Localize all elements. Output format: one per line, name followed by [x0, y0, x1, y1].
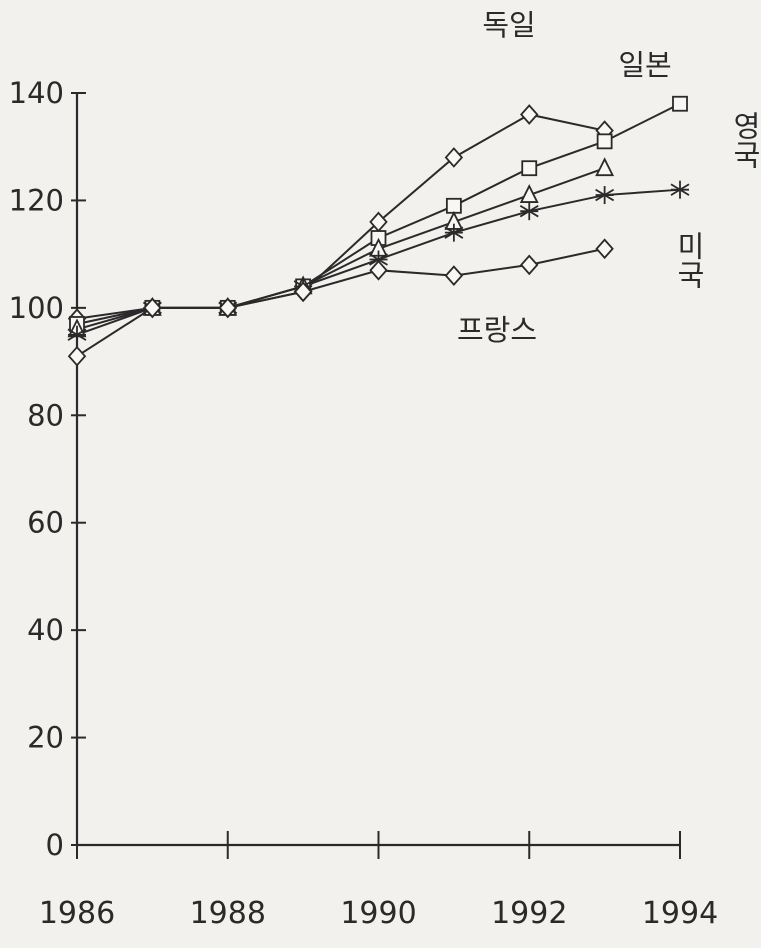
- series-label: 프랑스: [457, 313, 537, 347]
- x-tick-label: 1992: [491, 896, 567, 931]
- y-tick-label: 140: [9, 76, 64, 110]
- diamond-marker: [218, 297, 237, 319]
- diamond-marker: [520, 254, 539, 276]
- x-tick-label: 1988: [190, 896, 266, 931]
- series-label: 영국: [728, 111, 761, 169]
- y-tick-label: 40: [27, 613, 64, 647]
- series-markers: [67, 95, 690, 367]
- y-tick-label: 0: [46, 828, 64, 862]
- square-marker: [672, 95, 688, 112]
- diamond-marker: [444, 265, 464, 286]
- diamond-marker: [520, 104, 539, 125]
- y-tick-label: 20: [27, 721, 64, 755]
- y-tick-label: 80: [27, 398, 64, 432]
- series-line: [76, 247, 605, 358]
- y-tick-label: 120: [9, 183, 64, 217]
- diamond-marker: [143, 297, 162, 319]
- series-label: 독일: [482, 8, 535, 42]
- star-marker: [595, 186, 615, 205]
- y-tick-label: 60: [27, 506, 64, 540]
- triangle-marker: [519, 184, 539, 203]
- star-marker: [444, 223, 464, 242]
- star-marker: [670, 180, 690, 199]
- x-tick-label: 1986: [39, 896, 115, 931]
- star-marker: [519, 202, 539, 221]
- series-line: [76, 113, 605, 320]
- triangle-marker: [595, 157, 615, 177]
- square-marker: [596, 133, 613, 150]
- series-label: 미국: [672, 231, 706, 289]
- star-marker: [67, 325, 87, 344]
- diamond-marker: [595, 238, 614, 260]
- square-marker: [521, 160, 538, 177]
- axes: 0 20 40 60 80 100 120 140 1986 1988 1990 1992 1994: [9, 76, 719, 931]
- y-tick-label: 100: [9, 291, 64, 325]
- diamond-marker: [444, 147, 464, 168]
- square-marker: [445, 197, 462, 214]
- x-tick-label: 1994: [642, 896, 718, 931]
- diamond-marker: [369, 259, 388, 281]
- diamond-marker: [67, 345, 87, 367]
- diamond-marker: [293, 281, 313, 303]
- x-tick-label: 1990: [340, 896, 416, 931]
- series-label: 일본: [618, 48, 671, 82]
